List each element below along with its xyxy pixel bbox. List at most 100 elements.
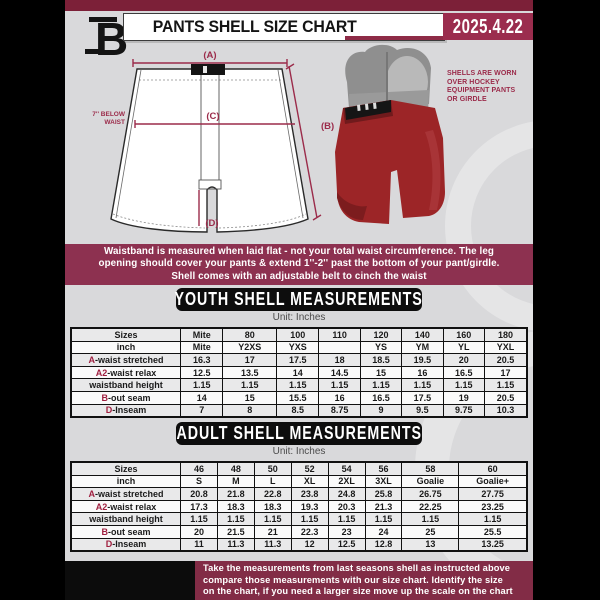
table-cell: 20.5 bbox=[483, 353, 528, 367]
table-cell: 1.15 bbox=[359, 378, 403, 392]
table-cell: 9 bbox=[359, 403, 403, 418]
table-cell: 1.15 bbox=[253, 512, 292, 526]
table-cell: 22.8 bbox=[253, 487, 292, 501]
table-cell: 17 bbox=[483, 365, 528, 380]
table-cell: 120 bbox=[359, 327, 403, 342]
table-cell: 16.5 bbox=[359, 390, 403, 405]
diagram-label-c: (C) bbox=[206, 111, 219, 122]
table-cell: 11.3 bbox=[253, 537, 292, 552]
row-label: D-Inseam bbox=[70, 537, 181, 552]
table-cell: 18.5 bbox=[359, 353, 403, 367]
table-row: D-Inseam 11 11.3 11.3 12 12.5 12.8 13 13.25 bbox=[70, 537, 528, 552]
table-cell: 160 bbox=[442, 327, 485, 342]
table-cell: 11 bbox=[180, 537, 218, 552]
table-cell: 17 bbox=[222, 353, 278, 367]
adult-measurements-table: Sizes 46 48 50 52 54 56 58 60 inch S M L XL 2XL 3XL Goal… bbox=[70, 461, 528, 553]
table-row: inch S M L XL 2XL 3XL Goalie Goalie+ bbox=[70, 474, 528, 489]
table-row: Sizes 46 48 50 52 54 56 58 60 bbox=[70, 461, 528, 476]
text-line: on the chart, if you need a larger size … bbox=[203, 586, 513, 597]
table-cell: 16 bbox=[318, 390, 361, 405]
adult-section-title: ADULT SHELL MEASUREMENTS bbox=[176, 423, 422, 444]
table-cell: 9.5 bbox=[401, 403, 444, 418]
footer-note: Take the measurements from last seasons … bbox=[195, 561, 533, 600]
table-cell: 8 bbox=[222, 403, 278, 418]
watermark-ring bbox=[445, 120, 533, 332]
table-cell: 8.75 bbox=[318, 403, 361, 418]
table-cell: 15 bbox=[359, 365, 403, 380]
table-cell: 25.8 bbox=[364, 487, 403, 501]
page-title: PANTS SHELL SIZE CHART bbox=[152, 18, 357, 36]
diagram-label-b: (B) bbox=[321, 121, 334, 132]
table-cell: 22.25 bbox=[401, 499, 460, 514]
table-cell: 10.3 bbox=[483, 403, 528, 418]
table-row: Sizes Mite 80 100 110 120 140 160 180 bbox=[70, 327, 528, 342]
table-cell: 20.8 bbox=[180, 487, 218, 501]
table-cell: 56 bbox=[364, 461, 403, 476]
table-cell: 21.3 bbox=[364, 499, 403, 514]
table-cell: 16.3 bbox=[179, 353, 224, 367]
table-row: inch Mite Y2XS YXS YS YM YL YXL bbox=[70, 340, 528, 355]
table-cell: Goalie+ bbox=[458, 474, 528, 489]
table-cell: 7 bbox=[179, 403, 224, 418]
table-cell: 80 bbox=[222, 327, 278, 342]
table-cell: 12.5 bbox=[179, 365, 224, 380]
table-cell: 23.8 bbox=[290, 487, 329, 501]
row-label-prefix: B bbox=[101, 526, 108, 537]
table-cell: 27.75 bbox=[458, 487, 528, 501]
diagram-label-a: (A) bbox=[203, 50, 216, 61]
footer-bar: B BREAKAWAY Take the measurements from l… bbox=[65, 561, 533, 600]
row-label: inch bbox=[70, 340, 181, 355]
row-label-prefix: D bbox=[105, 405, 113, 416]
table-cell: 60 bbox=[458, 461, 528, 476]
table-cell: 24 bbox=[364, 524, 403, 539]
row-label: Sizes bbox=[70, 327, 181, 342]
table-cell: 14.5 bbox=[318, 365, 361, 380]
waist-note: 7'' BELOW WAIST bbox=[73, 111, 125, 127]
table-cell: L bbox=[253, 474, 292, 489]
table-cell: 12 bbox=[290, 537, 329, 552]
row-label-prefix: A2 bbox=[95, 367, 108, 378]
row-label: inch bbox=[70, 474, 181, 489]
table-cell: 14 bbox=[276, 365, 320, 380]
table-cell: 1.15 bbox=[327, 512, 366, 526]
table-cell: 9.75 bbox=[442, 403, 485, 418]
table-cell: S bbox=[180, 474, 218, 489]
table-cell: 1.15 bbox=[290, 512, 329, 526]
table-row: A2-waist relax 12.5 13.5 14 14.5 15 16 16.5 17 bbox=[70, 365, 528, 380]
table-cell: 25 bbox=[401, 524, 460, 539]
table-cell: 16.5 bbox=[442, 365, 485, 380]
size-chart-document: B PANTS SHELL SIZE CHART 2025.4.22 bbox=[65, 0, 533, 600]
table-cell: 14 bbox=[179, 390, 224, 405]
row-label: A2-waist relax bbox=[70, 365, 181, 380]
table-cell: 1.15 bbox=[483, 378, 528, 392]
row-label: waistband height bbox=[70, 378, 181, 392]
row-label-prefix: B bbox=[101, 392, 108, 403]
table-cell: 1.15 bbox=[364, 512, 403, 526]
youth-measurements-table: Sizes Mite 80 100 110 120 140 160 180 inch Mite Y2X… bbox=[70, 327, 528, 419]
table-row: waistband height 1.15 1.15 1.15 1.15 1.15 1.15… bbox=[70, 512, 528, 526]
table-cell: 20 bbox=[442, 353, 485, 367]
table-cell: 58 bbox=[401, 461, 460, 476]
table-row: B-out seam 14 15 15.5 16 16.5 17.5 19 20.5 bbox=[70, 390, 528, 405]
text-line: WAIST bbox=[104, 119, 125, 126]
adult-unit-label: Unit: Inches bbox=[272, 446, 326, 457]
table-cell: YS bbox=[359, 340, 403, 355]
header-accent-strip bbox=[345, 36, 533, 40]
table-cell: 12.8 bbox=[364, 537, 403, 552]
table-cell: 19 bbox=[442, 390, 485, 405]
text-line: Shell comes with an adjustable belt to c… bbox=[171, 270, 427, 282]
table-cell: 18 bbox=[318, 353, 361, 367]
text-line: Waistband is measured when laid flat - n… bbox=[104, 245, 494, 257]
table-cell: Mite bbox=[179, 327, 224, 342]
table-cell: 2XL bbox=[327, 474, 366, 489]
table-row: A2-waist relax 17.3 18.3 18.3 19.3 20.3 21.3 22… bbox=[70, 499, 528, 514]
table-cell: 180 bbox=[483, 327, 528, 342]
text-line: OR GIRDLE bbox=[447, 95, 487, 103]
table-row: A-waist stretched 16.3 17 17.5 18 18.5 19.5 20 2… bbox=[70, 353, 528, 367]
table-cell: 1.15 bbox=[442, 378, 485, 392]
table-cell: 13 bbox=[401, 537, 460, 552]
table-cell: 20.3 bbox=[327, 499, 366, 514]
table-cell: YXS bbox=[276, 340, 320, 355]
table-cell: 22.3 bbox=[290, 524, 329, 539]
table-cell: 1.15 bbox=[180, 512, 218, 526]
